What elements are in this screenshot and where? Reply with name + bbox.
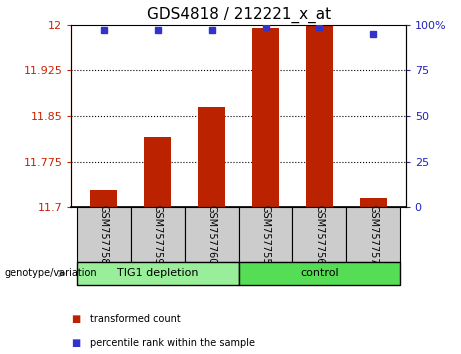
Bar	[292, 207, 346, 262]
Bar	[77, 262, 239, 285]
Bar	[360, 198, 387, 207]
Text: ■: ■	[71, 314, 81, 324]
Text: GSM757755: GSM757755	[260, 205, 271, 264]
Bar	[77, 207, 131, 262]
Title: GDS4818 / 212221_x_at: GDS4818 / 212221_x_at	[147, 7, 331, 23]
Bar	[306, 25, 333, 207]
Bar	[346, 207, 400, 262]
Bar	[144, 137, 171, 207]
Text: GSM757759: GSM757759	[153, 205, 163, 264]
Text: GSM757760: GSM757760	[207, 205, 217, 264]
Text: GSM757757: GSM757757	[368, 205, 378, 264]
Text: GSM757758: GSM757758	[99, 205, 109, 264]
Bar	[252, 28, 279, 207]
Bar	[239, 207, 292, 262]
Text: genotype/variation: genotype/variation	[5, 268, 97, 279]
Bar	[185, 207, 239, 262]
Bar	[198, 107, 225, 207]
Text: transformed count: transformed count	[90, 314, 181, 324]
Text: GSM757756: GSM757756	[314, 205, 325, 264]
Text: TIG1 depletion: TIG1 depletion	[117, 268, 198, 279]
Text: control: control	[300, 268, 339, 279]
Bar	[131, 207, 185, 262]
Bar	[90, 190, 117, 207]
Text: ■: ■	[71, 338, 81, 348]
Bar	[239, 262, 400, 285]
Text: percentile rank within the sample: percentile rank within the sample	[90, 338, 255, 348]
